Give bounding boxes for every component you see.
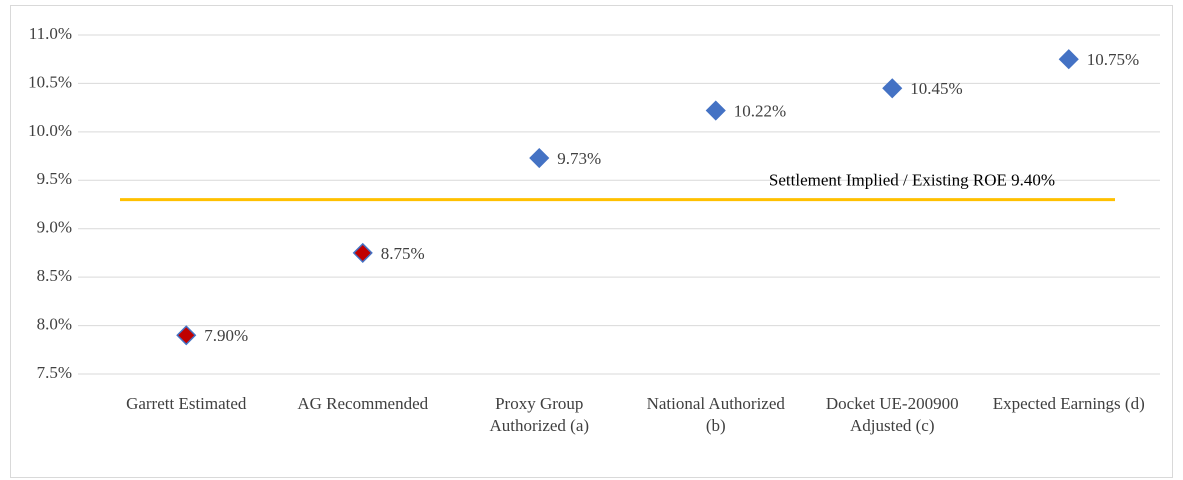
y-tick-label: 10.5% <box>28 72 72 91</box>
y-tick-label: 10.0% <box>28 121 72 140</box>
chart-border <box>10 5 1173 478</box>
y-tick-label: 9.0% <box>37 218 72 237</box>
x-tick-label: AG Recommended <box>297 394 429 413</box>
data-label: 10.45% <box>910 79 962 98</box>
x-tick-label: Expected Earnings (d) <box>992 394 1145 413</box>
y-tick-label: 11.0% <box>29 24 72 43</box>
y-tick-label: 7.5% <box>37 363 72 382</box>
y-tick-label: 8.0% <box>37 314 72 333</box>
x-tick-label: Proxy Group Authorized (a) <box>489 394 590 435</box>
point <box>1058 49 1079 70</box>
y-tick-label: 8.5% <box>37 266 72 285</box>
x-tick-label: Garrett Estimated <box>126 394 247 413</box>
data-label: 10.22% <box>734 101 786 120</box>
x-tick-label: Docket UE-200900 Adjusted (c) <box>825 394 959 435</box>
data-label: 9.73% <box>557 149 601 168</box>
data-label: 10.75% <box>1087 50 1139 69</box>
point <box>352 242 373 263</box>
x-tick-label: National Authorized (b) <box>646 394 785 435</box>
data-label: 8.75% <box>381 244 425 263</box>
y-tick-label: 9.5% <box>37 169 72 188</box>
annotation: Settlement Implied / Existing ROE 9.40% <box>769 171 1055 190</box>
point <box>882 78 903 99</box>
point <box>176 325 197 346</box>
data-label: 7.90% <box>204 326 248 345</box>
point <box>705 100 726 121</box>
point <box>529 147 550 169</box>
